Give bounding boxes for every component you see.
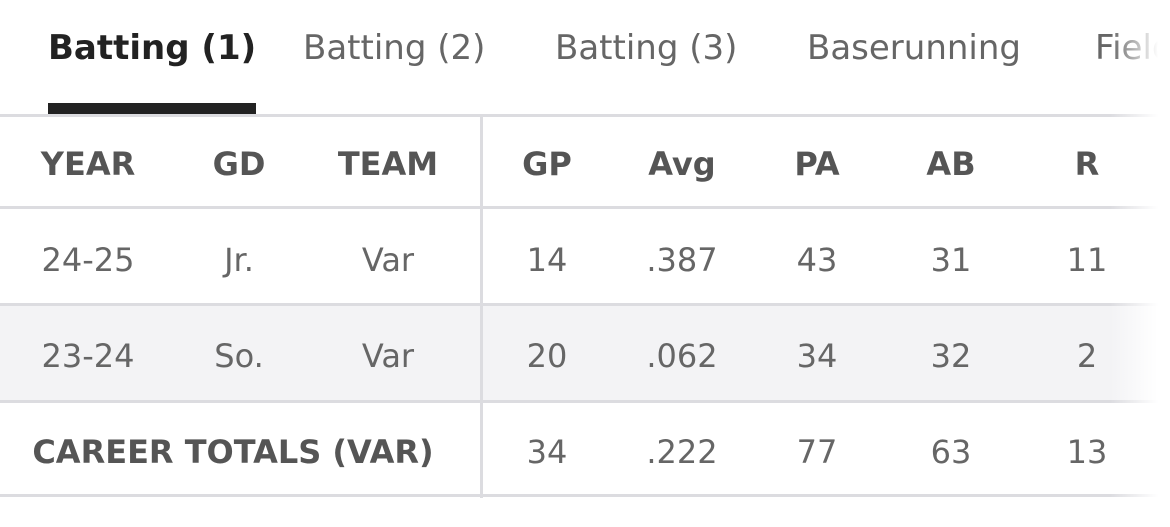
header-row (0, 117, 1170, 209)
column-header: PA (794, 145, 840, 183)
column-header: GP (522, 145, 572, 183)
tab[interactable]: Batting (3) (555, 28, 738, 68)
data-row (0, 306, 1170, 403)
cell: 23-24 (41, 337, 135, 375)
cell: 24-25 (41, 241, 135, 279)
column-header: R (1074, 145, 1100, 183)
active-tab-indicator (48, 103, 257, 114)
cell: 2 (1076, 337, 1098, 375)
total-cell: 13 (1066, 433, 1108, 471)
cell: 31 (930, 241, 972, 279)
totals-label: CAREER TOTALS (VAR) (32, 433, 434, 471)
total-cell: 63 (930, 433, 972, 471)
table-top-border (0, 114, 1170, 117)
totals-row (0, 403, 1170, 497)
cell: 32 (930, 337, 972, 375)
cell: .062 (646, 337, 718, 375)
tab[interactable]: Batting (2) (303, 28, 486, 68)
cell: 20 (526, 337, 568, 375)
cell: 11 (1066, 241, 1108, 279)
cell: So. (214, 337, 264, 375)
cell: .387 (646, 241, 718, 279)
column-divider (480, 117, 483, 498)
cell: 34 (796, 337, 838, 375)
tab[interactable]: Baserunning (807, 28, 1021, 68)
cell: 14 (526, 241, 568, 279)
total-cell: .222 (646, 433, 718, 471)
total-cell: 34 (526, 433, 568, 471)
column-header: GD (212, 145, 266, 183)
scroll-fade (1110, 0, 1170, 527)
column-header: TEAM (337, 145, 439, 183)
cell: Var (361, 337, 415, 375)
column-header: AB (926, 145, 976, 183)
cell: Var (361, 241, 415, 279)
column-header: YEAR (40, 145, 136, 183)
column-header: Avg (648, 145, 716, 183)
cell: Jr. (224, 241, 254, 279)
cell: 43 (796, 241, 838, 279)
total-cell: 77 (796, 433, 838, 471)
tab[interactable]: Batting (1) (48, 28, 257, 68)
data-row (0, 209, 1170, 306)
